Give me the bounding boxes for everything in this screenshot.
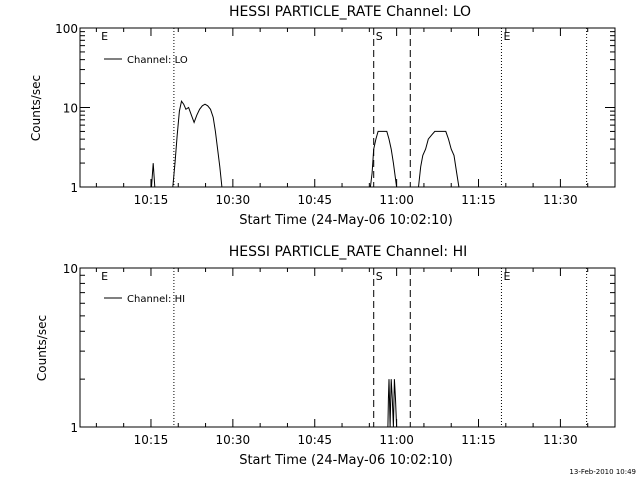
chart-title: HESSI PARTICLE_RATE Channel: LO [229, 4, 471, 20]
legend: Channel: HI [104, 294, 185, 305]
x-tick-label: 10:45 [297, 193, 332, 207]
chart-panel-hi: HESSI PARTICLE_RATE Channel: HI 10:15 10:… [35, 244, 616, 468]
x-tick-label: 10:30 [216, 433, 251, 447]
x-tick-label: 11:00 [379, 193, 414, 207]
plot-frame [79, 267, 616, 428]
plot-frame [79, 27, 616, 188]
y-tick-label: 10 [63, 102, 78, 116]
event-marker-label: E [101, 30, 108, 43]
y-axis-label: Counts/sec [29, 75, 43, 141]
chart-title: HESSI PARTICLE_RATE Channel: HI [229, 244, 467, 260]
series-group [151, 100, 460, 188]
tick-group: 10:15 10:30 10:45 11:00 11:15 11:30 1 10 [63, 262, 615, 447]
chart-panel-lo: HESSI PARTICLE_RATE Channel: LO 10:15 10:… [29, 4, 616, 228]
series-line [172, 100, 223, 188]
x-tick-label: 10:30 [216, 193, 251, 207]
x-tick-label: 10:15 [134, 193, 169, 207]
series-line [151, 163, 156, 188]
event-marker-label: S [376, 270, 383, 283]
series-line [418, 130, 460, 188]
legend-label: Channel: LO [127, 55, 188, 66]
x-tick-label: 11:00 [379, 433, 414, 447]
legend: Channel: LO [104, 55, 188, 66]
x-tick-label: 10:15 [134, 433, 169, 447]
x-tick-label: 11:30 [543, 193, 578, 207]
y-tick-label: 1 [70, 421, 78, 435]
tick-group: 10:15 10:30 10:45 11:00 11:15 11:30 1 10 100 [55, 22, 615, 207]
legend-label: Channel: HI [127, 294, 185, 305]
y-axis-label: Counts/sec [35, 315, 49, 381]
event-marker-label: S [376, 30, 383, 43]
event-marker-label: E [101, 270, 108, 283]
y-tick-label: 10 [63, 262, 78, 276]
series-line [387, 379, 398, 428]
y-tick-label: 100 [55, 22, 78, 36]
x-tick-label: 10:45 [297, 433, 332, 447]
y-tick-label: 1 [70, 181, 78, 195]
series-line [369, 130, 398, 188]
footer-timestamp: 13-Feb-2010 10:49 [569, 468, 636, 476]
x-tick-label: 11:15 [461, 193, 496, 207]
x-tick-label: 11:30 [543, 433, 578, 447]
x-axis-label: Start Time (24-May-06 10:02:10) [239, 453, 453, 468]
x-tick-label: 11:15 [461, 433, 496, 447]
series-group [387, 379, 398, 428]
event-marker-label: E [503, 30, 510, 43]
event-marker-label: E [503, 270, 510, 283]
x-axis-label: Start Time (24-May-06 10:02:10) [239, 213, 453, 228]
